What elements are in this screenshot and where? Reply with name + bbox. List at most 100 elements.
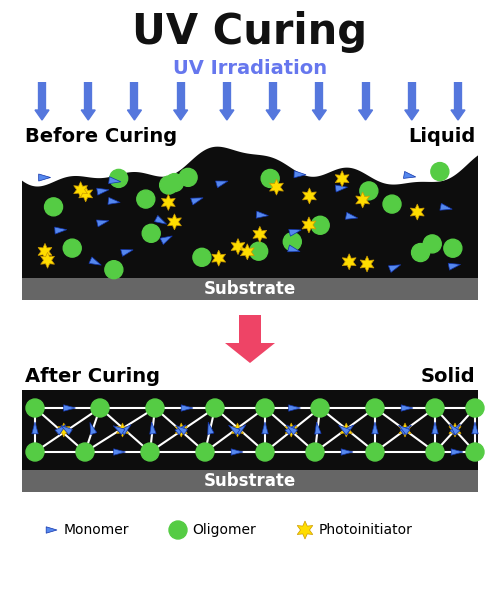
Circle shape	[141, 443, 159, 461]
Polygon shape	[168, 214, 181, 230]
Polygon shape	[440, 204, 452, 210]
FancyArrow shape	[128, 110, 141, 120]
Circle shape	[256, 399, 274, 417]
Text: UV Curing: UV Curing	[132, 11, 368, 53]
Circle shape	[444, 239, 462, 257]
Circle shape	[142, 224, 160, 242]
Circle shape	[206, 399, 224, 417]
Circle shape	[26, 399, 44, 417]
Polygon shape	[38, 244, 52, 259]
Polygon shape	[289, 229, 301, 236]
Circle shape	[169, 521, 187, 539]
Polygon shape	[450, 424, 460, 435]
Polygon shape	[294, 171, 306, 178]
Circle shape	[311, 399, 329, 417]
Polygon shape	[262, 422, 268, 434]
Circle shape	[423, 235, 441, 253]
Polygon shape	[398, 425, 410, 435]
Polygon shape	[175, 424, 186, 435]
Polygon shape	[372, 422, 378, 434]
Polygon shape	[340, 423, 352, 437]
Text: Photoinitiator: Photoinitiator	[319, 523, 413, 537]
Circle shape	[366, 399, 384, 417]
Circle shape	[261, 170, 279, 187]
Polygon shape	[286, 425, 298, 435]
Polygon shape	[181, 405, 193, 411]
Polygon shape	[450, 424, 460, 435]
Polygon shape	[175, 423, 188, 437]
Circle shape	[366, 443, 384, 461]
Text: After Curing: After Curing	[25, 368, 160, 386]
Polygon shape	[150, 422, 156, 434]
Circle shape	[179, 168, 197, 186]
Polygon shape	[64, 405, 76, 411]
Polygon shape	[336, 185, 347, 192]
Polygon shape	[401, 405, 413, 411]
Polygon shape	[451, 449, 463, 456]
FancyArrow shape	[81, 110, 95, 120]
FancyArrow shape	[220, 110, 234, 120]
Polygon shape	[190, 198, 203, 205]
Text: Before Curing: Before Curing	[25, 128, 177, 146]
Polygon shape	[253, 226, 266, 242]
FancyArrow shape	[266, 110, 280, 120]
Circle shape	[196, 443, 214, 461]
Polygon shape	[472, 422, 478, 434]
Polygon shape	[120, 424, 131, 435]
Polygon shape	[55, 424, 66, 435]
Polygon shape	[302, 217, 316, 233]
Polygon shape	[74, 181, 88, 198]
Polygon shape	[231, 449, 243, 456]
Polygon shape	[449, 423, 461, 437]
Circle shape	[466, 399, 484, 417]
Circle shape	[193, 248, 211, 266]
Circle shape	[284, 233, 302, 251]
Polygon shape	[338, 425, 350, 435]
Polygon shape	[448, 263, 460, 270]
Polygon shape	[270, 179, 283, 195]
Polygon shape	[288, 245, 300, 252]
Polygon shape	[297, 521, 313, 539]
Polygon shape	[154, 216, 166, 224]
Polygon shape	[240, 244, 254, 260]
FancyArrow shape	[358, 110, 372, 120]
Text: Solid: Solid	[420, 368, 475, 386]
Polygon shape	[356, 192, 370, 208]
Polygon shape	[314, 422, 321, 434]
Circle shape	[110, 170, 128, 187]
Circle shape	[426, 443, 444, 461]
Polygon shape	[78, 186, 92, 202]
Polygon shape	[342, 254, 356, 270]
Bar	[22, 278, 478, 300]
Polygon shape	[120, 250, 133, 256]
Text: UV Irradiation: UV Irradiation	[173, 59, 327, 78]
Polygon shape	[285, 424, 296, 435]
Polygon shape	[231, 239, 245, 254]
Polygon shape	[96, 188, 109, 195]
Polygon shape	[46, 527, 57, 533]
Polygon shape	[40, 253, 54, 268]
Polygon shape	[388, 264, 401, 272]
Polygon shape	[235, 424, 246, 435]
Text: Monomer: Monomer	[64, 523, 130, 537]
Polygon shape	[113, 426, 125, 435]
Polygon shape	[432, 422, 438, 434]
Polygon shape	[176, 426, 188, 435]
Polygon shape	[302, 188, 316, 204]
Circle shape	[146, 399, 164, 417]
Circle shape	[431, 162, 449, 180]
Polygon shape	[404, 171, 416, 179]
Polygon shape	[54, 227, 67, 234]
Circle shape	[26, 443, 44, 461]
Circle shape	[63, 239, 81, 257]
FancyArrow shape	[174, 110, 188, 120]
Circle shape	[311, 216, 329, 234]
Circle shape	[91, 399, 109, 417]
Circle shape	[160, 176, 178, 194]
Text: Substrate: Substrate	[204, 472, 296, 490]
Polygon shape	[399, 423, 411, 437]
Polygon shape	[22, 147, 478, 278]
Polygon shape	[410, 204, 424, 220]
Circle shape	[256, 443, 274, 461]
Polygon shape	[232, 423, 243, 437]
